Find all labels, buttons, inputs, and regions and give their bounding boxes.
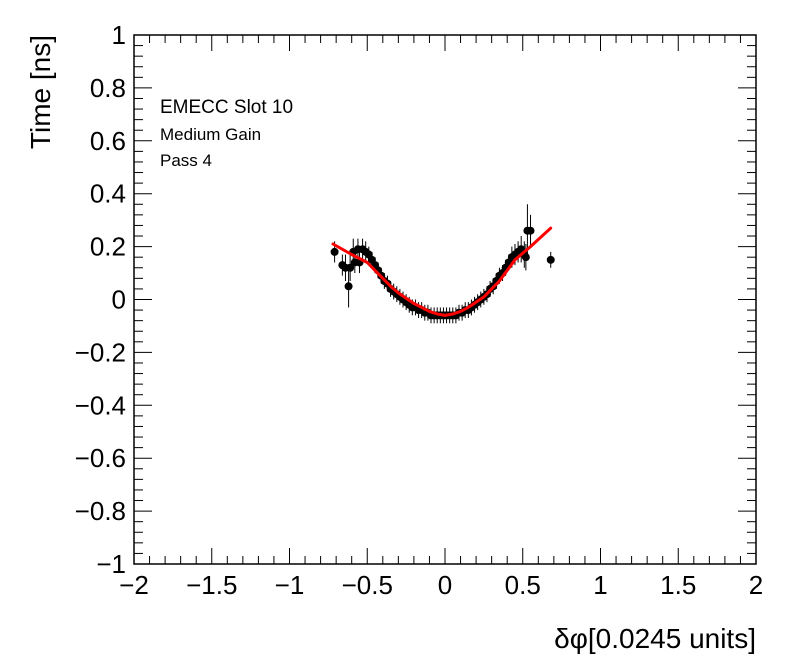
axis-ticks xyxy=(133,34,757,565)
annotation-pass: Pass 4 xyxy=(160,151,212,170)
data-point xyxy=(526,226,535,235)
data-point xyxy=(330,247,339,256)
y-tick-label: −0.8 xyxy=(75,496,126,526)
x-tick-labels: −2 −1.5 −1 −0.5 0 0.5 1 1.5 2 xyxy=(119,570,763,600)
annotation-gain: Medium Gain xyxy=(160,125,261,144)
annotation-detector: EMECC Slot 10 xyxy=(160,97,293,118)
y-tick-label: 0 xyxy=(112,285,126,315)
fit-curve-group xyxy=(331,226,553,317)
data-point xyxy=(346,263,355,272)
data-point xyxy=(546,255,555,264)
x-tick-label: 1.5 xyxy=(660,570,696,600)
x-tick-label: 2 xyxy=(749,570,763,600)
x-tick-label: 0.5 xyxy=(505,570,541,600)
data-point xyxy=(521,253,530,262)
fit-curve xyxy=(331,226,553,317)
y-tick-label: −0.2 xyxy=(75,337,126,367)
y-tick-label: 0.6 xyxy=(90,126,126,156)
x-tick-label: −1.5 xyxy=(186,570,237,600)
plot-frame xyxy=(133,34,757,565)
y-tick-label: 1 xyxy=(112,20,126,50)
x-tick-label: −0.5 xyxy=(342,570,393,600)
x-tick-label: 0 xyxy=(438,570,452,600)
y-tick-label: 0.8 xyxy=(90,73,126,103)
y-axis-title: Time [ns] xyxy=(25,35,56,149)
y-tick-label: 0.4 xyxy=(90,179,126,209)
x-tick-label: −1 xyxy=(275,570,305,600)
data-point xyxy=(344,282,353,291)
y-tick-label: −0.6 xyxy=(75,443,126,473)
y-tick-label: 0.2 xyxy=(90,232,126,262)
x-tick-label: −2 xyxy=(119,570,149,600)
data-points-group xyxy=(330,204,555,324)
x-axis-title: δφ[0.0245 units] xyxy=(554,623,756,654)
y-tick-label: −0.4 xyxy=(75,390,126,420)
y-tick-labels: −1 −0.8 −0.6 −0.4 −0.2 0 0.2 0.4 0.6 0.8 1 xyxy=(75,20,126,579)
x-tick-label: 1 xyxy=(593,570,607,600)
y-tick-label: −1 xyxy=(96,549,126,579)
